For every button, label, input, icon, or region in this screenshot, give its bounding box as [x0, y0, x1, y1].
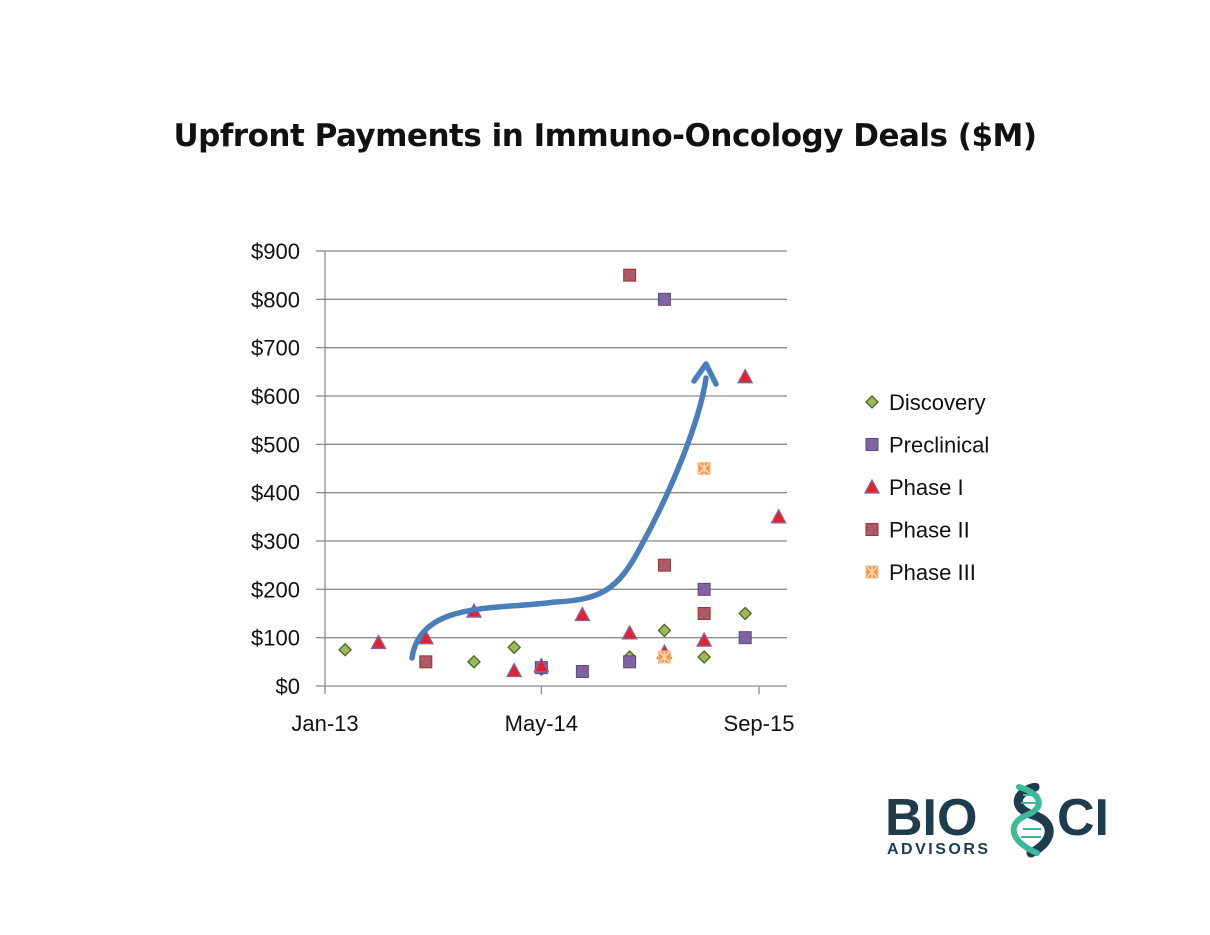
data-point — [657, 558, 671, 572]
axes — [316, 250, 787, 694]
trend-arrow — [409, 361, 719, 661]
data-point — [533, 657, 550, 673]
legend-label: Preclinical — [889, 433, 989, 458]
data-point — [507, 640, 522, 655]
data-point — [467, 654, 481, 669]
legend-item: Phase I — [863, 475, 964, 500]
data-point — [623, 655, 637, 669]
y-tick-label: $500 — [251, 432, 300, 457]
series-preclinical — [534, 292, 752, 678]
data-point — [697, 607, 711, 620]
marker-discovery — [865, 395, 879, 409]
legend-label: Phase III — [889, 560, 976, 585]
y-tick-label: $200 — [251, 577, 300, 602]
y-tick-label: $0 — [276, 674, 300, 699]
data-point — [506, 662, 523, 678]
logo-tagline: ADVISORS — [887, 841, 991, 858]
data-point — [696, 631, 713, 647]
data-point — [657, 623, 672, 638]
trend-arrow-head — [691, 361, 719, 387]
svg-text:ADVISORS: ADVISORS — [887, 841, 991, 858]
data-point — [770, 508, 787, 524]
biosci-advisors-logo: BIO CI ADVISORS — [885, 783, 1109, 858]
data-point — [575, 665, 589, 678]
data-point — [697, 462, 711, 475]
x-tick-label: Jan-13 — [291, 711, 358, 736]
data-point — [370, 634, 387, 650]
legend-item: Preclinical — [865, 433, 989, 458]
y-tick-label: $600 — [251, 384, 300, 409]
svg-text:BIO: BIO — [885, 789, 977, 847]
data-point — [657, 650, 671, 664]
data-point — [697, 582, 711, 596]
legend-label: Phase II — [889, 518, 970, 543]
legend: Discovery Preclinical Phase I Phase II Phase… — [863, 390, 989, 585]
data-point — [738, 606, 753, 621]
dna-helix-icon — [1010, 783, 1054, 858]
legend-item: Discovery — [865, 390, 986, 415]
marker-phase-i — [863, 478, 881, 494]
data-points — [338, 268, 787, 678]
data-point — [338, 642, 352, 657]
x-axis-labels: Jan-13 May-14 Sep-15 — [291, 711, 794, 736]
data-point — [738, 631, 752, 645]
legend-label: Discovery — [889, 390, 986, 415]
series-phase-i — [370, 368, 787, 678]
legend-item: Phase II — [865, 518, 970, 543]
legend-label: Phase I — [889, 475, 964, 500]
marker-phase-ii — [865, 523, 879, 536]
y-tick-label: $300 — [251, 529, 300, 554]
y-tick-label: $100 — [251, 626, 300, 651]
data-point — [737, 368, 754, 384]
data-point — [623, 268, 637, 282]
data-point — [657, 292, 671, 306]
data-point — [419, 655, 433, 669]
series-phase-iii — [657, 462, 711, 664]
data-point — [697, 650, 712, 664]
x-tick-label: May-14 — [505, 711, 578, 736]
y-tick-label: $900 — [251, 239, 300, 264]
series-phase-ii — [419, 268, 711, 669]
legend-item: Phase III — [865, 560, 976, 585]
gridlines — [325, 250, 787, 639]
svg-text:CI: CI — [1057, 789, 1109, 847]
data-point — [574, 606, 591, 622]
y-tick-label: $400 — [251, 481, 300, 506]
marker-phase-iii — [865, 565, 879, 579]
x-tick-label: Sep-15 — [724, 711, 795, 736]
y-tick-label: $800 — [251, 287, 300, 312]
scatter-chart: $0 $100 $200 $300 $400 $500 $600 $700 $800 $900 J… — [251, 239, 989, 736]
marker-preclinical — [865, 438, 879, 451]
trend-arrow-line — [409, 375, 709, 661]
y-axis-labels: $0 $100 $200 $300 $400 $500 $600 $700 $800 $900 — [251, 239, 300, 699]
y-tick-label: $700 — [251, 336, 300, 361]
data-point — [621, 624, 638, 640]
logo-wordmark: BIO CI — [885, 789, 1109, 847]
chart-title: Upfront Payments in Immuno-Oncology Deal… — [173, 118, 1037, 154]
